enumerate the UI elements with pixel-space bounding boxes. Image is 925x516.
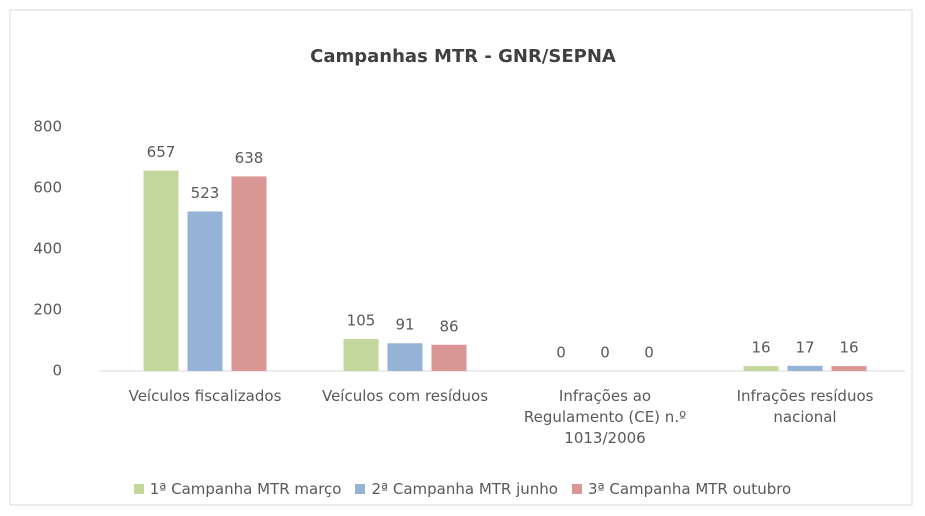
bar	[231, 176, 267, 371]
legend-swatch	[133, 484, 144, 494]
data-label: 638	[235, 149, 264, 167]
bar	[743, 366, 779, 371]
bar	[431, 344, 467, 371]
data-label: 0	[644, 344, 654, 362]
bar	[787, 365, 823, 371]
y-tick-label: 800	[33, 118, 62, 136]
legend-swatch	[355, 484, 366, 494]
data-label: 86	[439, 317, 458, 335]
bar	[143, 170, 179, 371]
data-label: 657	[147, 143, 176, 161]
y-tick-label: 400	[33, 240, 62, 258]
legend-label: 1ª Campanha MTR março	[149, 480, 342, 498]
legend-item: 3ª Campanha MTR outubro	[571, 480, 792, 498]
legend-label: 2ª Campanha MTR junho	[371, 480, 558, 498]
data-label: 91	[395, 316, 414, 334]
data-label: 0	[556, 344, 566, 362]
legend: 1ª Campanha MTR março 2ª Campanha MTR jun…	[0, 480, 925, 498]
y-tick-label: 600	[33, 179, 62, 197]
bar	[343, 338, 379, 371]
data-label: 523	[191, 184, 220, 202]
legend-swatch	[571, 484, 582, 494]
x-tick-label: Veículos fiscalizados	[128, 387, 282, 405]
bar	[831, 366, 867, 371]
data-label: 0	[600, 344, 610, 362]
data-label: 105	[347, 311, 376, 329]
y-tick-label: 200	[33, 301, 62, 319]
y-tick-label: 0	[52, 362, 62, 380]
bar	[387, 343, 423, 371]
data-label: 16	[839, 339, 858, 357]
legend-item: 1ª Campanha MTR março	[133, 480, 342, 498]
legend-item: 2ª Campanha MTR junho	[355, 480, 558, 498]
x-tick-label: Infrações ao Regulamento (CE) n.º 1013/2…	[523, 387, 687, 447]
chart-title: Campanhas MTR - GNR/SEPNA	[310, 46, 616, 67]
bar	[187, 211, 223, 371]
x-tick-label: Veículos com resíduos	[321, 387, 489, 405]
data-label: 17	[795, 338, 814, 356]
data-label: 16	[751, 339, 770, 357]
legend-label: 3ª Campanha MTR outubro	[587, 480, 792, 498]
x-tick-label: Infrações resíduos nacional	[736, 387, 874, 426]
